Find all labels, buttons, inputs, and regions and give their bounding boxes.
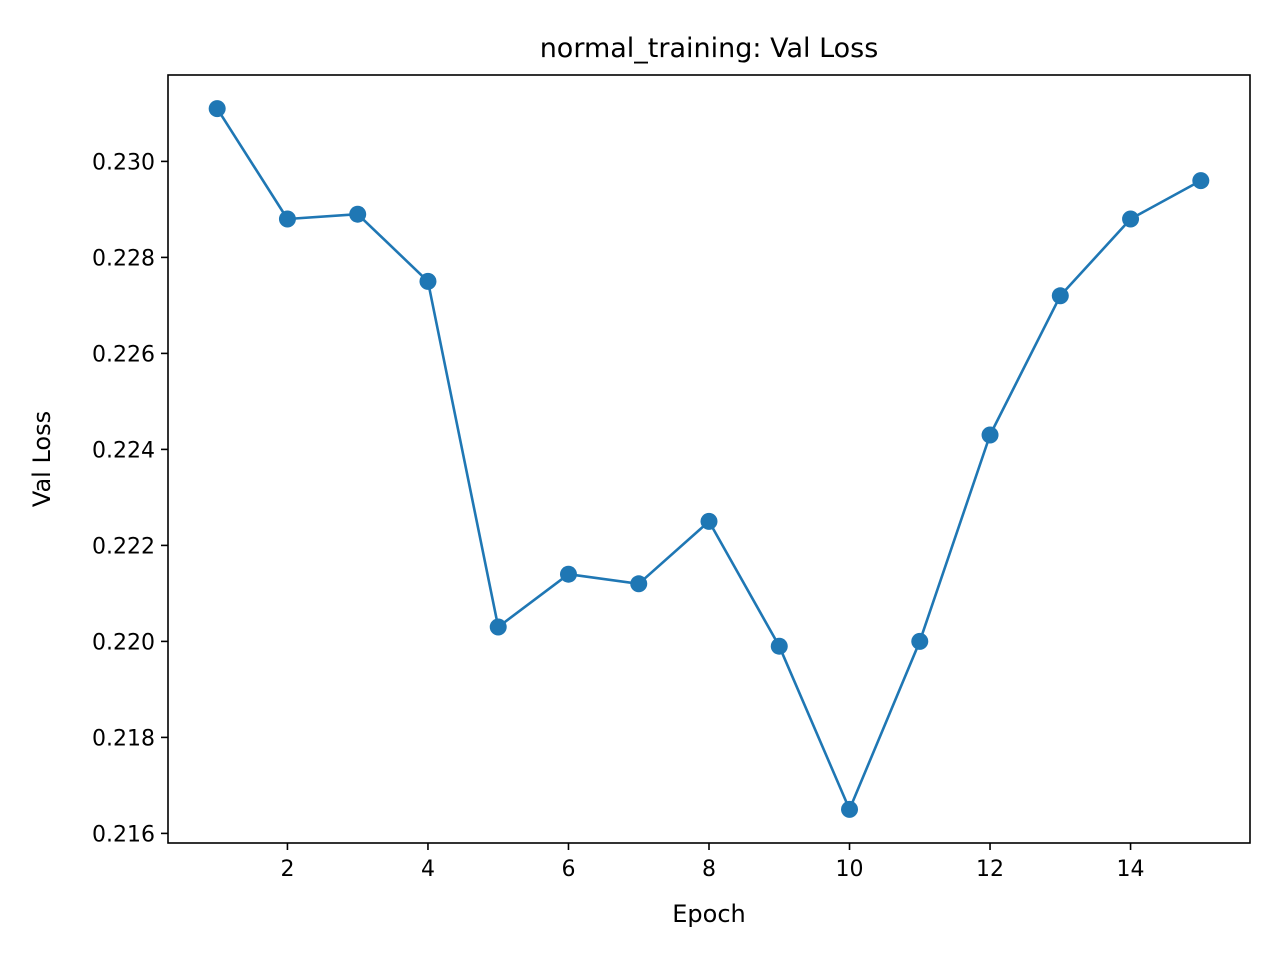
y-axis-ticks: 0.216 0.218 0.220 0.222 0.224 0.226 0.228 0.230 <box>92 150 168 847</box>
x-axis-label: Epoch <box>672 900 746 928</box>
y-tick-label: 0.226 <box>92 342 155 367</box>
data-point-epoch-6 <box>559 565 577 583</box>
data-point-epoch-8 <box>700 512 718 530</box>
data-point-epoch-14 <box>1122 210 1140 228</box>
plot-area: 2 4 6 8 10 12 14 0.216 0.218 0.220 0.222 0.224 0.22… <box>92 74 1251 882</box>
data-point-epoch-7 <box>630 575 648 593</box>
x-tick-label: 4 <box>421 857 435 882</box>
y-tick-label: 0.220 <box>92 630 155 655</box>
data-point-epoch-3 <box>349 205 367 223</box>
y-tick-label: 0.216 <box>92 822 155 847</box>
x-axis-ticks: 2 4 6 8 10 12 14 <box>280 843 1145 882</box>
series-layer <box>208 100 1210 818</box>
data-point-epoch-4 <box>419 272 437 290</box>
y-axis-label: Val Loss <box>28 411 56 507</box>
y-tick-label: 0.222 <box>92 534 155 559</box>
x-tick-label: 12 <box>976 857 1004 882</box>
data-point-epoch-10 <box>841 800 859 818</box>
chart-title: normal_training: Val Loss <box>540 33 879 64</box>
data-point-epoch-9 <box>770 637 788 655</box>
y-tick-label: 0.218 <box>92 726 155 751</box>
y-tick-label: 0.224 <box>92 438 155 463</box>
data-point-epoch-2 <box>278 210 296 228</box>
data-point-epoch-13 <box>1051 287 1069 305</box>
data-point-epoch-1 <box>208 100 226 118</box>
x-tick-label: 8 <box>702 857 716 882</box>
data-point-epoch-5 <box>489 618 507 636</box>
x-tick-label: 6 <box>561 857 575 882</box>
data-point-epoch-11 <box>911 632 929 650</box>
x-tick-label: 14 <box>1117 857 1145 882</box>
y-tick-label: 0.228 <box>92 246 155 271</box>
data-point-epoch-15 <box>1192 172 1210 190</box>
x-tick-label: 10 <box>836 857 864 882</box>
data-point-epoch-12 <box>981 426 999 444</box>
plot-frame <box>167 74 1251 844</box>
x-tick-label: 2 <box>280 857 294 882</box>
y-tick-label: 0.230 <box>92 150 155 175</box>
